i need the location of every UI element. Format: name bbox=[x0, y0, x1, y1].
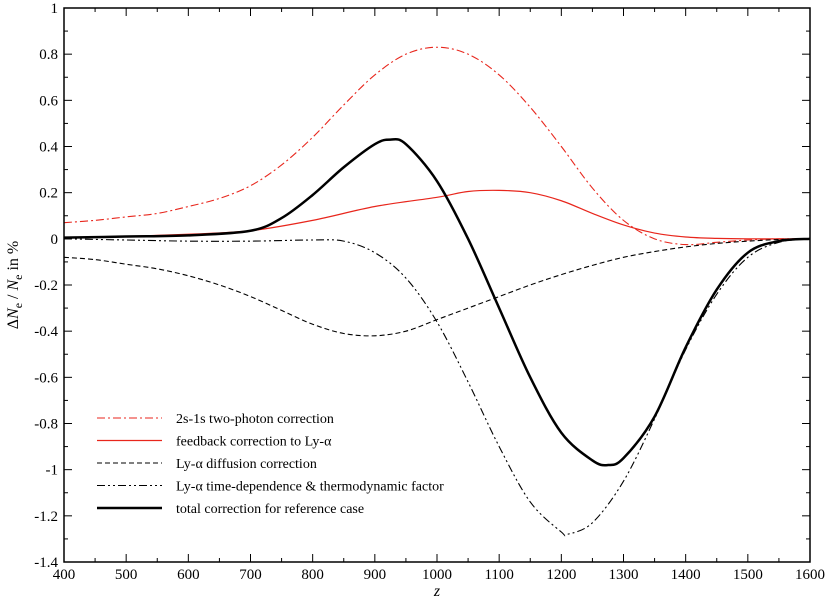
y-tick-label: -1.4 bbox=[34, 555, 58, 571]
y-axis-title: ΔNe / Ne in % bbox=[5, 241, 25, 330]
x-tick-label: 1100 bbox=[484, 567, 513, 583]
y-axis-title-sub1: e bbox=[11, 303, 25, 308]
y-tick-label: -0.6 bbox=[34, 370, 58, 386]
x-tick-label: 800 bbox=[301, 567, 324, 583]
y-axis-title-sub2: e bbox=[11, 275, 25, 280]
x-tick-label: 400 bbox=[53, 567, 76, 583]
x-tick-label: 1600 bbox=[795, 567, 825, 583]
y-axis-title-delta: Δ bbox=[5, 319, 22, 329]
legend-label-4: Ly-α time-dependence & thermodynamic fac… bbox=[176, 480, 444, 495]
y-axis-title-n2: N bbox=[5, 279, 22, 292]
x-tick-label: 1000 bbox=[422, 567, 452, 583]
curves-layer bbox=[64, 46, 810, 537]
y-tick-label: 0.4 bbox=[39, 140, 58, 156]
y-axis-title-slash: / bbox=[5, 291, 22, 303]
y-tick-label: 1 bbox=[51, 1, 59, 17]
series-line-1 bbox=[64, 46, 810, 246]
y-tick-label: -0.2 bbox=[34, 278, 58, 294]
y-axis-title-n1: N bbox=[5, 307, 22, 320]
x-tick-label: 1300 bbox=[609, 567, 639, 583]
legend-label-5: total correction for reference case bbox=[176, 502, 364, 517]
y-tick-label: -1.2 bbox=[34, 509, 58, 525]
y-tick-label: -0.8 bbox=[34, 417, 58, 433]
series-line-4 bbox=[64, 238, 810, 537]
x-tick-label: 900 bbox=[364, 567, 387, 583]
x-tick-label: 500 bbox=[115, 567, 138, 583]
ticks-layer bbox=[63, 7, 811, 563]
legend-label-2: feedback correction to Ly-α bbox=[176, 435, 332, 450]
x-tick-label: 1200 bbox=[546, 567, 576, 583]
x-tick-label: 1400 bbox=[671, 567, 701, 583]
y-tick-label: 0.2 bbox=[39, 186, 58, 202]
series-line-5 bbox=[64, 137, 810, 467]
legend-label-1: 2s-1s two-photon correction bbox=[176, 412, 334, 427]
tick-labels-layer: 400 500 600 700 800 900 1000 1100 1200 1300 1400 15… bbox=[34, 1, 825, 583]
x-axis-title: z bbox=[433, 583, 441, 600]
y-axis-title-suffix: in % bbox=[5, 241, 22, 275]
series-line-3 bbox=[64, 238, 810, 337]
y-tick-label: 0.6 bbox=[39, 93, 58, 109]
y-tick-label: -0.4 bbox=[34, 324, 58, 340]
legend: 2s-1s two-photon correction feedback corr… bbox=[97, 412, 444, 517]
x-tick-label: 600 bbox=[177, 567, 200, 583]
y-tick-label: -1 bbox=[46, 463, 59, 479]
y-tick-label: 0 bbox=[51, 232, 59, 248]
x-tick-label: 700 bbox=[239, 567, 262, 583]
legend-label-3: Ly-α diffusion correction bbox=[176, 457, 317, 472]
series-line-2 bbox=[64, 189, 810, 240]
y-tick-label: 0.8 bbox=[39, 47, 58, 63]
x-tick-label: 1500 bbox=[733, 567, 763, 583]
